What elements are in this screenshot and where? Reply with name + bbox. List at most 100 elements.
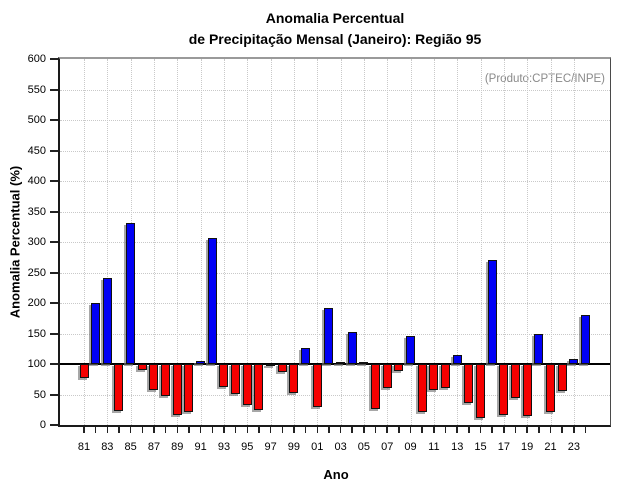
- x-tick-88: [164, 427, 167, 433]
- x-tick-98: [281, 427, 284, 433]
- bar-02: [324, 307, 334, 364]
- x-tick-label-99: 99: [287, 441, 301, 453]
- bar-16: [487, 260, 497, 364]
- bar-95: [242, 364, 252, 406]
- v-gridline-95: [247, 59, 249, 425]
- y-tick-label-550: 550: [27, 83, 46, 96]
- x-tick-label-11: 11: [428, 441, 440, 453]
- v-gridline-83: [107, 59, 109, 425]
- bar-10: [417, 364, 427, 413]
- h-gridline-450: [60, 150, 610, 152]
- x-tick-label-21: 21: [544, 441, 557, 453]
- bar-19: [522, 364, 532, 417]
- x-tick-84: [118, 427, 120, 433]
- x-tick-92: [211, 427, 214, 433]
- h-gridline-50: [60, 394, 610, 396]
- x-tick-00: [304, 427, 307, 433]
- x-tick-99: [293, 427, 295, 433]
- bar-93: [219, 364, 229, 387]
- bar-09: [406, 335, 416, 364]
- v-gridline-19: [527, 59, 529, 425]
- chart-title-line2: de Precipitação Mensal (Janeiro): Região…: [188, 31, 482, 47]
- x-tick-10: [421, 427, 423, 433]
- y-tick-label-600: 600: [27, 53, 46, 65]
- bar-90: [184, 364, 194, 412]
- x-tick-label-91: 91: [194, 441, 207, 453]
- y-tick-600: [50, 58, 58, 60]
- h-gridline-200: [60, 303, 610, 304]
- v-gridline-87: [153, 59, 155, 425]
- y-tick-450: [50, 149, 58, 152]
- v-gridline-07: [387, 59, 389, 425]
- x-tick-label-85: 85: [124, 441, 137, 453]
- v-gridline-91: [200, 59, 202, 425]
- bar-85: [126, 223, 136, 364]
- y-tick-label-150: 150: [27, 327, 46, 340]
- h-gridline-500: [60, 120, 610, 121]
- x-tick-20: [538, 427, 540, 433]
- v-gridline-97: [270, 59, 272, 425]
- x-tick-22: [561, 427, 563, 433]
- bar-01: [312, 364, 322, 408]
- x-tick-21: [549, 427, 552, 433]
- x-tick-label-13: 13: [451, 441, 464, 453]
- x-tick-94: [234, 427, 237, 433]
- bar-15: [476, 364, 486, 419]
- bar-87: [149, 364, 159, 391]
- x-tick-07: [386, 427, 388, 433]
- x-tick-93: [223, 427, 225, 433]
- x-tick-82: [94, 427, 97, 433]
- h-gridline-550: [60, 89, 610, 91]
- bar-12: [441, 364, 451, 389]
- bar-20: [534, 334, 544, 364]
- y-tick-200: [50, 302, 58, 304]
- bar-86: [137, 364, 147, 371]
- bar-97: [266, 364, 276, 366]
- v-gridline-23: [573, 59, 575, 425]
- y-tick-350: [50, 210, 58, 213]
- x-tick-13: [456, 427, 458, 433]
- bar-21: [546, 364, 555, 412]
- bar-03: [336, 361, 346, 364]
- x-tick-83: [106, 427, 109, 433]
- bar-96: [254, 364, 264, 410]
- h-gridline-400: [60, 181, 610, 182]
- v-gridline-81: [84, 59, 85, 425]
- bar-17: [499, 364, 509, 416]
- y-tick-100: [50, 363, 58, 365]
- x-tick-label-87: 87: [147, 441, 161, 453]
- y-tick-label-100: 100: [27, 358, 46, 370]
- x-tick-label-09: 09: [404, 441, 417, 453]
- bar-98: [277, 364, 287, 372]
- y-tick-label-300: 300: [27, 236, 46, 248]
- bar-22: [557, 364, 567, 392]
- x-tick-85: [129, 427, 132, 433]
- x-tick-12: [444, 427, 447, 433]
- x-tick-04: [351, 427, 353, 433]
- x-tick-08: [398, 427, 400, 433]
- x-tick-label-15: 15: [474, 441, 487, 453]
- y-tick-label-0: 0: [39, 419, 46, 431]
- plot-area: (Produto:CPTEC/INPE): [58, 57, 611, 427]
- v-gridline-89: [177, 59, 179, 425]
- v-gridline-09: [410, 59, 412, 425]
- bar-24: [581, 315, 590, 364]
- x-tick-89: [176, 427, 179, 433]
- x-tick-02: [328, 427, 330, 433]
- x-tick-15: [479, 427, 482, 433]
- bar-84: [114, 364, 124, 411]
- bar-14: [464, 364, 474, 404]
- x-tick-91: [199, 427, 202, 433]
- y-tick-label-500: 500: [27, 114, 46, 126]
- v-gridline-13: [457, 59, 459, 425]
- bar-23: [569, 358, 579, 364]
- bar-11: [429, 364, 439, 390]
- v-gridline-05: [363, 59, 365, 425]
- chart-title: Anomalia Percentual de Precipitação Mens…: [60, 8, 610, 50]
- x-tick-01: [316, 427, 318, 433]
- chart-title-line1: Anomalia Percentual: [265, 10, 405, 26]
- v-gridline-03: [340, 59, 342, 425]
- x-tick-09: [409, 427, 412, 433]
- y-tick-50: [50, 393, 58, 396]
